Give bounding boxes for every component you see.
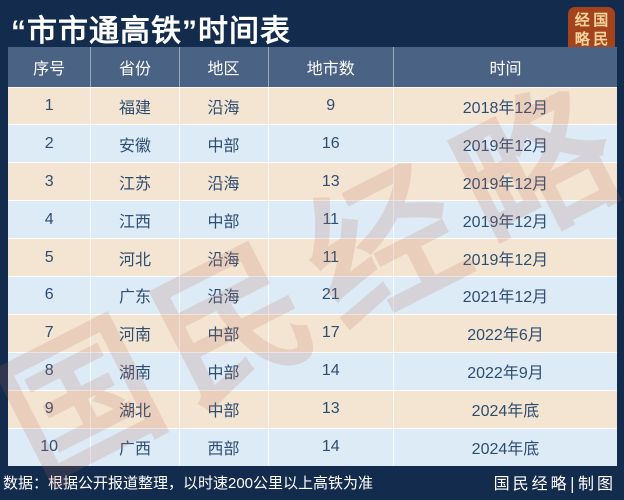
- table-row: 4 江西 中部 11 2019年12月: [8, 200, 617, 240]
- cell-cities: 11: [268, 200, 394, 240]
- cell-time: 2019年12月: [393, 124, 617, 164]
- table-row: 2 安徽 中部 16 2019年12月: [8, 124, 617, 164]
- table-row: 8 湖南 中部 14 2022年9月: [8, 352, 617, 391]
- cell-cities: 13: [268, 390, 394, 429]
- cell-province: 湖北: [90, 390, 180, 429]
- cell-time: 2024年底: [393, 428, 617, 466]
- cell-cities: 21: [268, 276, 394, 315]
- cell-region: 中部: [179, 200, 269, 240]
- table-row: 9 湖北 中部 13 2024年底: [8, 390, 617, 429]
- cell-region: 沿海: [179, 238, 269, 277]
- table-row: 1 福建 沿海 9 2018年12月: [8, 87, 617, 126]
- cell-cities: 13: [268, 162, 394, 202]
- col-header-province: 省份: [90, 47, 180, 88]
- table-row: 7 河南 中部 17 2022年6月: [8, 314, 617, 353]
- data-table: 序号 省份 地区 地市数 时间 1 福建 沿海 9 2018年12月 2 安徽 中部 16 201…: [8, 47, 617, 466]
- cell-province: 安徽: [90, 124, 180, 164]
- cell-index: 6: [8, 276, 92, 315]
- cell-time: 2021年12月: [393, 276, 617, 315]
- cell-region: 中部: [179, 124, 269, 164]
- table-body: 1 福建 沿海 9 2018年12月 2 安徽 中部 16 2019年12月 3 江苏 沿海 13 2019…: [8, 87, 617, 466]
- table-row: 5 河北 沿海 11 2019年12月: [8, 238, 617, 277]
- cell-cities: 9: [268, 87, 394, 126]
- cell-index: 1: [8, 87, 92, 126]
- brand-logo-badge: 经 国 略 民: [568, 7, 615, 53]
- cell-time: 2019年12月: [393, 238, 617, 277]
- cell-time: 2022年6月: [393, 314, 617, 353]
- logo-char-lue: 略: [574, 30, 590, 48]
- cell-index: 8: [8, 352, 92, 391]
- cell-time: 2019年12月: [393, 162, 617, 202]
- cell-index: 4: [8, 200, 92, 240]
- cell-province: 广西: [90, 428, 180, 466]
- page-title: “市市通高铁”时间表: [11, 15, 291, 48]
- cell-cities: 11: [268, 238, 394, 277]
- cell-province: 福建: [90, 87, 180, 126]
- logo-char-min: 民: [593, 30, 609, 48]
- cell-province: 江西: [90, 200, 180, 240]
- footer-bar: 数据：根据公开报道整理，以时速200公里以上高铁为准 国民经略|制图: [0, 466, 624, 500]
- cell-time: 2024年底: [393, 390, 617, 429]
- cell-cities: 14: [268, 428, 394, 466]
- col-header-index: 序号: [8, 47, 92, 88]
- cell-index: 7: [8, 314, 92, 353]
- cell-index: 10: [8, 428, 92, 466]
- cell-region: 中部: [179, 390, 269, 429]
- col-header-region: 地区: [179, 47, 269, 88]
- logo-char-guo: 国: [593, 11, 609, 29]
- cell-index: 2: [8, 124, 92, 164]
- header-bar: “市市通高铁”时间表 经 国 略 民: [0, 0, 624, 53]
- table-header-row: 序号 省份 地区 地市数 时间: [8, 47, 617, 88]
- cell-cities: 17: [268, 314, 394, 353]
- cell-time: 2022年9月: [393, 352, 617, 391]
- cell-region: 沿海: [179, 276, 269, 315]
- cell-province: 河南: [90, 314, 180, 353]
- cell-index: 5: [8, 238, 92, 277]
- credit-text: 国民经略|制图: [493, 474, 616, 493]
- data-source-note: 数据：根据公开报道整理，以时速200公里以上高铁为准: [3, 474, 374, 492]
- col-header-time: 时间: [393, 47, 617, 88]
- logo-char-jing: 经: [574, 11, 590, 29]
- cell-province: 广东: [90, 276, 180, 315]
- cell-time: 2019年12月: [393, 200, 617, 240]
- cell-region: 西部: [179, 428, 269, 466]
- cell-cities: 14: [268, 352, 394, 391]
- table-row: 10 广西 西部 14 2024年底: [8, 428, 617, 466]
- cell-index: 3: [8, 162, 92, 202]
- hsr-timetable: 序号 省份 地区 地市数 时间 1 福建 沿海 9 2018年12月 2 安徽 中部 16 201…: [0, 47, 624, 500]
- cell-region: 中部: [179, 314, 269, 353]
- cell-province: 河北: [90, 238, 180, 277]
- col-header-cities: 地市数: [268, 47, 394, 88]
- table-row: 3 江苏 沿海 13 2019年12月: [8, 162, 617, 202]
- cell-index: 9: [8, 390, 92, 429]
- cell-region: 中部: [179, 352, 269, 391]
- cell-cities: 16: [268, 124, 394, 164]
- cell-province: 湖南: [90, 352, 180, 391]
- cell-time: 2018年12月: [393, 87, 617, 126]
- cell-region: 沿海: [179, 162, 269, 202]
- cell-province: 江苏: [90, 162, 180, 202]
- cell-region: 沿海: [179, 87, 269, 126]
- table-row: 6 广东 沿海 21 2021年12月: [8, 276, 617, 315]
